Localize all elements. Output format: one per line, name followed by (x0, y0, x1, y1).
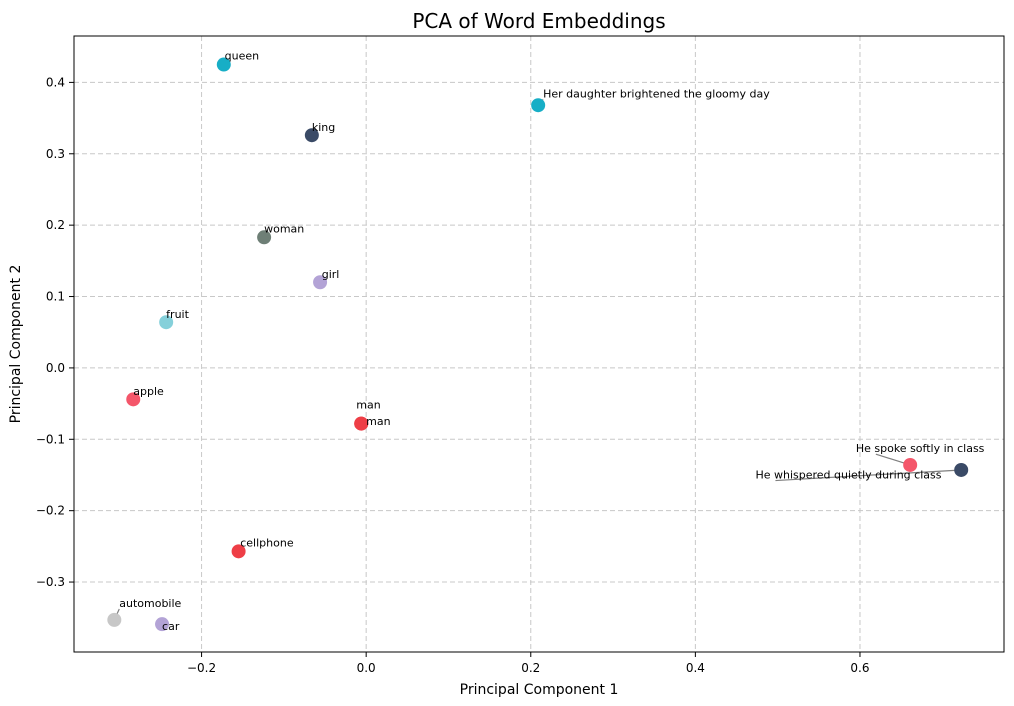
y-tick-label: 0.2 (46, 218, 65, 232)
data-point (231, 544, 246, 559)
point-label: Her daughter brightened the gloomy day (543, 87, 770, 100)
data-point (216, 57, 231, 72)
axis-ticks: −0.2 0.0 0.2 0.4 0.6 −0.3 −0.2 −0.1 0.0 0.1 0.2 0.3… (36, 75, 870, 675)
x-tick-label: 0.6 (850, 661, 869, 675)
leader-line (775, 469, 962, 482)
point-label: He whispered quietly during class (755, 469, 941, 482)
x-tick-label: 0.4 (686, 661, 705, 675)
point-label: fruit (166, 308, 189, 321)
data-point (903, 457, 918, 472)
point-label: man (356, 399, 380, 412)
point-label: apple (133, 385, 164, 398)
point-labels: queen Her daughter brightened the gloomy … (119, 50, 984, 633)
y-tick-label: −0.1 (36, 432, 65, 446)
point-label: queen (225, 50, 259, 63)
point-label: car (162, 620, 180, 633)
point-label: cellphone (240, 536, 294, 549)
data-point (155, 617, 170, 632)
plot-frame (73, 35, 1005, 653)
data-point (257, 230, 272, 245)
y-tick-label: −0.3 (36, 575, 65, 589)
point-label: king (312, 121, 335, 134)
data-point (531, 98, 546, 113)
data-points (107, 57, 969, 632)
data-point (126, 392, 141, 407)
point-label: girl (322, 268, 340, 281)
y-axis-label: Principal Component 2 (8, 265, 24, 424)
y-tick-label: 0.1 (46, 290, 65, 304)
data-point (354, 416, 369, 431)
data-point (159, 315, 174, 330)
y-tick-label: −0.2 (36, 504, 65, 518)
point-label: He spoke softly in class (856, 442, 985, 455)
point-label: woman (264, 222, 304, 235)
grid (74, 36, 1004, 652)
x-axis-label: Principal Component 1 (460, 682, 619, 698)
data-point (954, 462, 969, 477)
data-point (107, 612, 122, 627)
point-label: man (366, 415, 390, 428)
x-tick-label: 0.2 (521, 661, 540, 675)
x-tick-label: −0.2 (187, 661, 216, 675)
x-tick-label: 0.0 (357, 661, 376, 675)
data-point (304, 128, 319, 143)
data-point (313, 275, 328, 290)
y-tick-label: 0.3 (46, 147, 65, 161)
y-tick-label: 0.0 (46, 361, 65, 375)
chart-title: PCA of Word Embeddings (412, 9, 665, 33)
point-label: automobile (119, 597, 181, 610)
y-tick-label: 0.4 (46, 75, 65, 89)
